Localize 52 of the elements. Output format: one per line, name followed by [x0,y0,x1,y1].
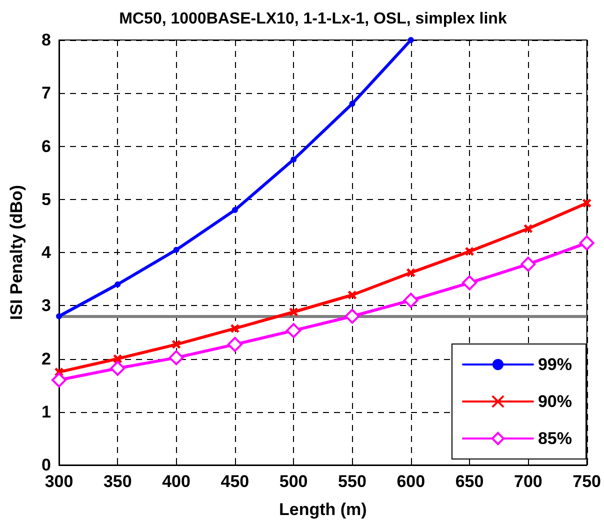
point [172,340,182,350]
y-tick-label: 5 [42,190,51,209]
point [347,290,357,300]
point [290,156,297,163]
point [582,198,592,208]
x-tick-label: 300 [44,472,74,491]
point [56,313,62,320]
point [403,292,418,308]
point [579,235,594,250]
point [173,246,180,253]
point [408,37,414,43]
y-tick-label: 4 [42,243,52,262]
x-tick-label: 750 [572,472,602,491]
y-tick-label: 6 [42,136,51,156]
point [168,350,184,366]
point [520,256,536,272]
point [286,323,302,338]
x-axis-title: Length (m) [278,500,367,519]
x-tick-label: 550 [338,472,366,491]
point [54,367,64,377]
x-tick-label: 650 [455,472,484,491]
y-tick-label: 3 [42,296,51,316]
chart-title: MC50, 1000BASE-LX10, 1-1-Lx-1, OSL, simplex link [119,10,507,28]
point [232,207,238,213]
point [52,372,66,388]
x-tick-label: 450 [220,472,250,491]
y-tick-label: 7 [42,84,51,103]
point [112,354,122,364]
point [464,246,474,256]
point [114,281,121,288]
point [344,308,360,324]
point [349,100,356,107]
y-tick-label: 8 [42,30,51,50]
point [462,275,478,290]
point [406,268,416,278]
y-tick-label: 0 [42,456,51,474]
point [230,324,240,334]
x-tick-label: 400 [162,472,190,491]
y-axis-title: ISI Penalty (dBo) [7,184,26,320]
point [227,336,242,352]
legend-label: 85% [538,429,572,448]
x-tick-label: 700 [514,472,542,491]
x-tick-label: 500 [279,472,308,491]
x-tick-label: 350 [103,472,132,491]
y-tick-label: 1 [42,402,51,422]
x-tick-label: 600 [396,472,426,491]
point [110,360,126,376]
legend-label: 90% [538,392,572,411]
y-tick-label: 2 [42,349,51,368]
point [288,307,298,317]
point [523,224,533,234]
legend-label: 99% [538,355,572,374]
